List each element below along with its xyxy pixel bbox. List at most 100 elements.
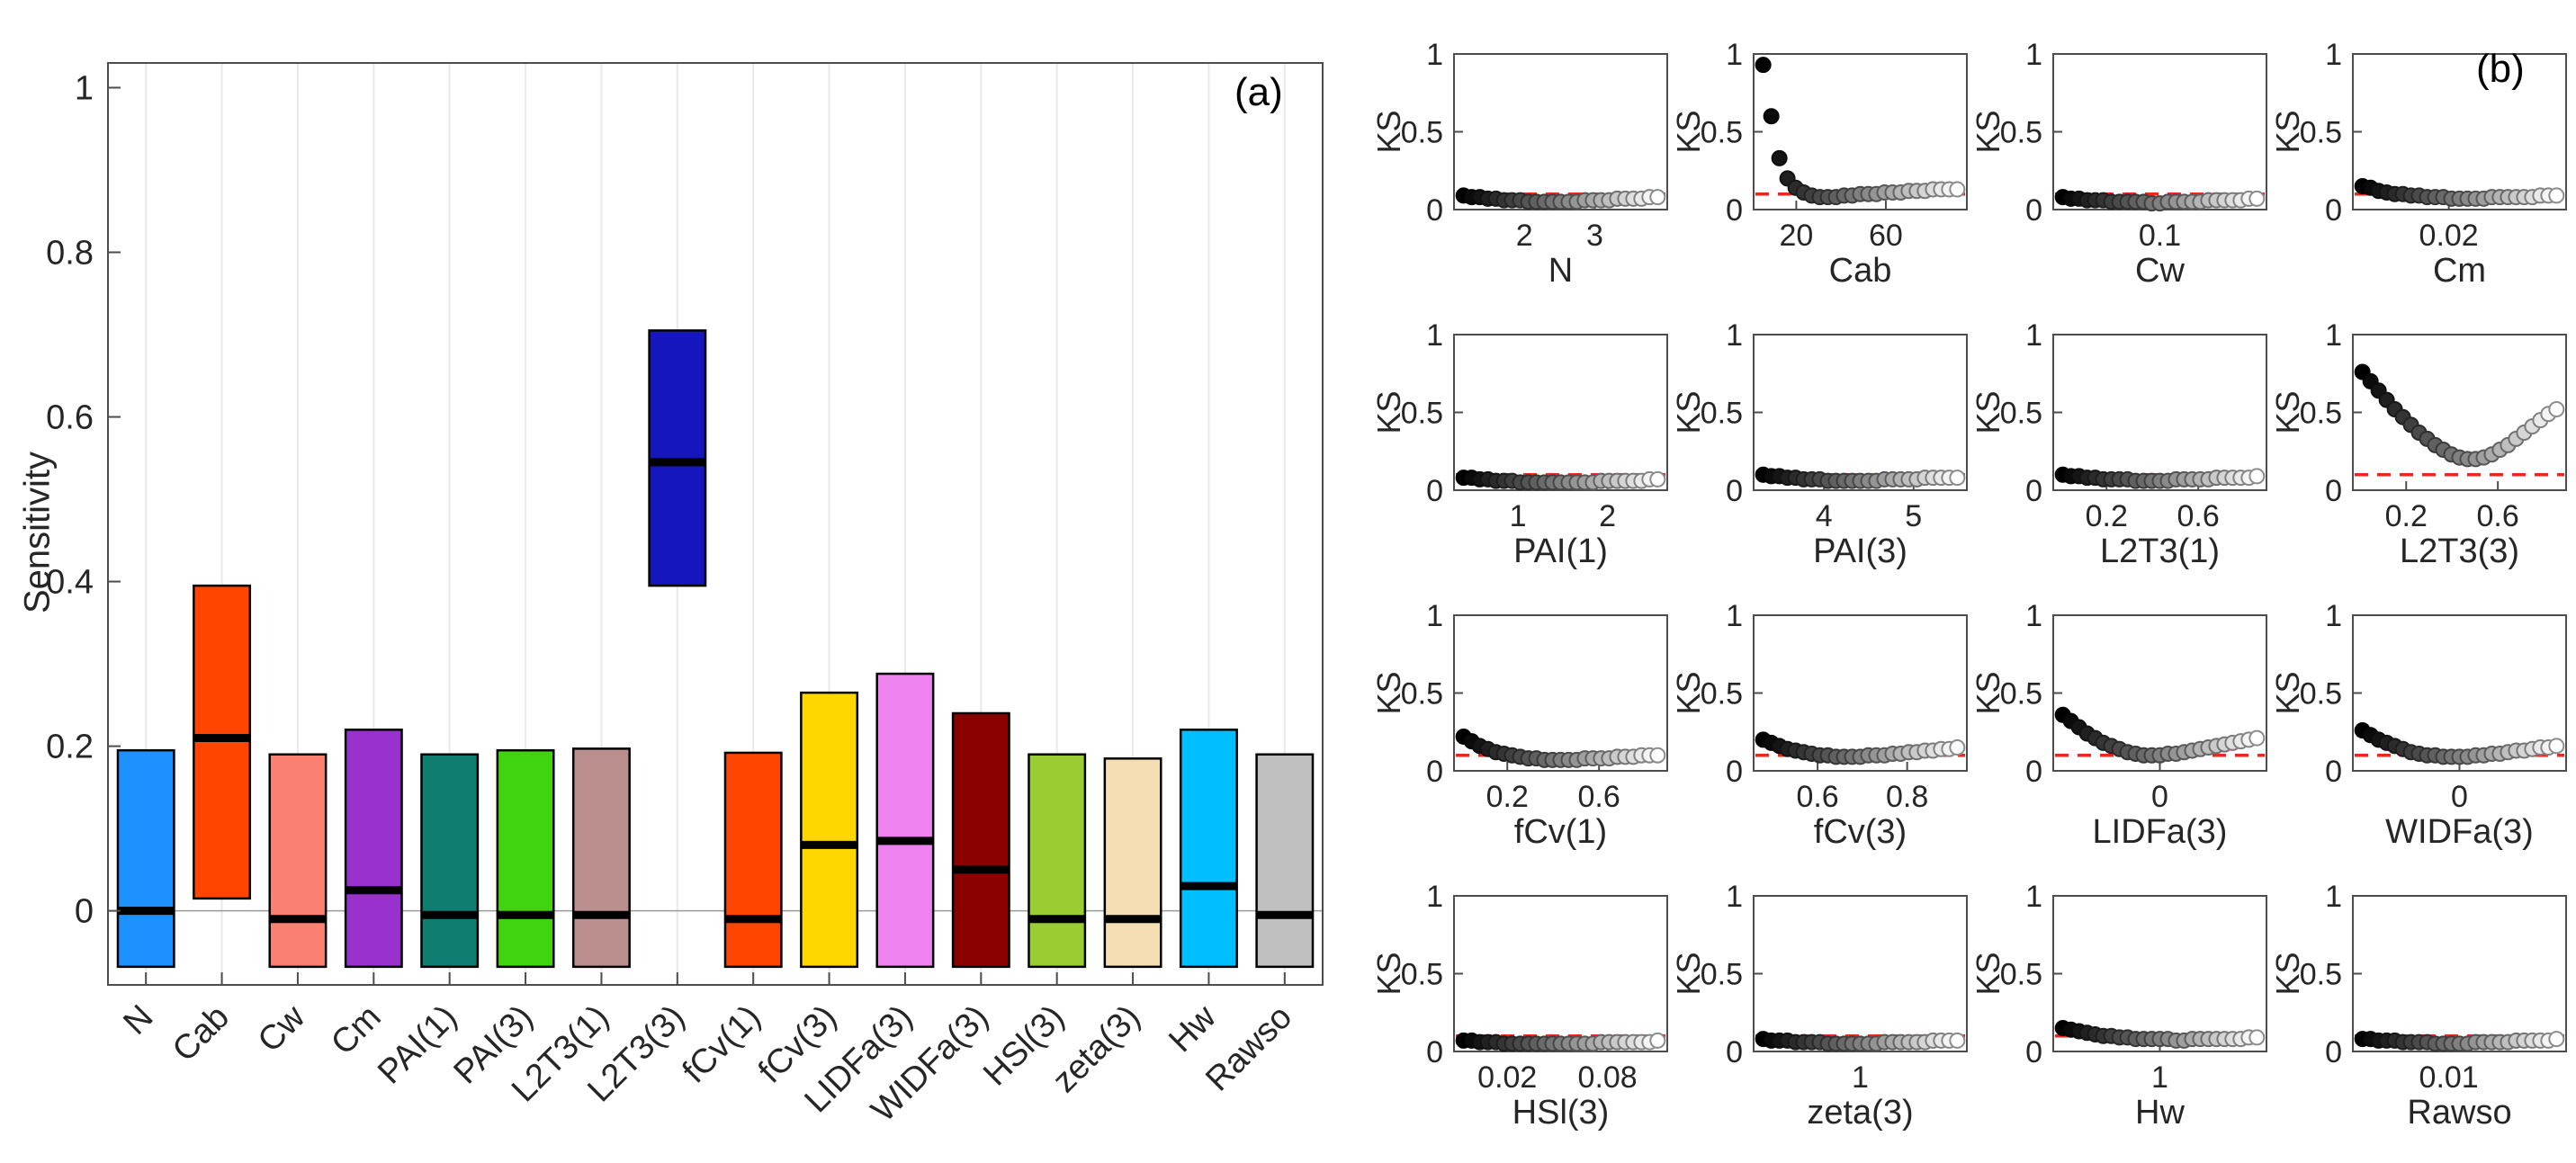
bar-fCv(1): [723, 751, 783, 969]
subplot-title: WIDFa(3): [2385, 813, 2534, 851]
ks-point: [1649, 747, 1666, 764]
y-tick-label: 1: [1726, 599, 1743, 633]
y-tick-label: 0.5: [2300, 116, 2342, 150]
ks-ylabel: KS: [1974, 110, 2006, 153]
ks-ylabel: KS: [1674, 671, 1707, 714]
ks-ylabel: KS: [1974, 390, 2006, 434]
y-tick-label: 0.5: [2000, 677, 2042, 711]
x-tick-label-Cab: Cab: [166, 998, 237, 1069]
x-tick-label-Rawso: Rawso: [1198, 998, 1299, 1099]
x-tick-label: 0.6: [2477, 499, 2519, 533]
axes-box: [2052, 53, 2267, 210]
x-tick-label: 0: [2451, 780, 2468, 814]
ks-subplot-LIDFa(3): 0 0.5 1 KS 0 LIDFa(3): [1970, 575, 2274, 855]
x-tick-label: 3: [1586, 219, 1603, 253]
y-tick-label: 1: [1426, 599, 1443, 633]
subplot-title: fCv(1): [1514, 813, 1607, 851]
x-tick-label: 2: [1516, 219, 1533, 253]
y-tick-label: 1: [2025, 38, 2042, 72]
y-tick-label: 0.5: [1401, 397, 1443, 431]
x-tick-label: 60: [1869, 219, 1903, 253]
x-tick-label-Cm: Cm: [324, 998, 388, 1062]
ks-point: [2248, 729, 2266, 747]
subplot-title: zeta(3): [1807, 1094, 1913, 1132]
ks-subplot-Cw: 0 0.5 1 KS 0.1 Cw: [1970, 13, 2274, 294]
y-tick-label: 1: [2025, 880, 2042, 914]
y-tick-label: 0: [1426, 193, 1443, 228]
y-tick-label: 0.5: [2000, 958, 2042, 992]
y-tick-label: 1: [2325, 38, 2342, 72]
x-tick-label: 1: [1852, 1060, 1869, 1095]
ks-point: [2248, 190, 2266, 207]
panel-a-label: (a): [1234, 70, 1283, 114]
x-tick-label: 0.08: [1578, 1060, 1638, 1095]
ks-point: [2548, 1031, 2565, 1048]
ks-subplot-PAI(1): 0 0.5 1 KS 1 2 PAI(1): [1370, 294, 1674, 575]
y-tick-label: 1: [1426, 38, 1443, 72]
y-tick-label: 0.4: [46, 564, 94, 602]
bar-L2T3(3): [648, 329, 707, 587]
axes-box: [1453, 53, 1668, 210]
x-tick-label: 5: [1905, 499, 1922, 533]
ks-subplot-L2T3(3): 0 0.5 1 KS 0.2 0.6 L2T3(3): [2269, 294, 2573, 575]
x-tick-label: 0.02: [1477, 1060, 1537, 1095]
subplot-title: Cw: [2135, 252, 2185, 290]
y-tick-label: 1: [2025, 318, 2042, 353]
y-tick-label: 0.5: [1401, 677, 1443, 711]
x-tick-label-N: N: [116, 998, 160, 1042]
subplot-title: N: [1548, 252, 1573, 290]
ks-point: [1649, 1032, 1666, 1049]
subplot-title: PAI(1): [1513, 532, 1608, 570]
ks-plot-N: 0 0.5 1 KS 2 3N: [1370, 38, 1668, 290]
y-tick-label: 0.5: [2000, 397, 2042, 431]
ks-subplot-Cab: 0 0.5 1 KS 20 60 Cab: [1670, 13, 1974, 294]
ks-subplot-N: 0 0.5 1 KS 2 3 N: [1370, 13, 1674, 294]
y-tick-label: 0.8: [46, 234, 94, 272]
ks-ylabel: KS: [1974, 952, 2006, 995]
x-tick-label-fCv(1): fCv(1): [676, 998, 768, 1091]
y-tick-label: 0.5: [2300, 677, 2342, 711]
y-tick-label: 0: [1726, 193, 1743, 228]
y-tick-label: 0: [1726, 474, 1743, 508]
subplot-title: PAI(3): [1813, 532, 1907, 570]
ks-ylabel: KS: [1375, 671, 1407, 714]
ks-ylabel: KS: [1674, 952, 1707, 995]
subplot-title: L2T3(3): [2400, 532, 2519, 570]
sensitivity-range-bar-chart: 00.20.40.60.81N Cab Cw CmPAI(1)PAI(3)L2T3(1…: [46, 62, 1324, 1130]
ks-point: [1755, 57, 1772, 74]
x-tick-label-Cw: Cw: [251, 997, 313, 1060]
ks-ylabel: KS: [2274, 952, 2306, 995]
x-tick-label: 0.8: [1886, 780, 1928, 814]
y-tick-label: 1: [75, 69, 94, 107]
x-tick-label: 0.01: [2419, 1060, 2479, 1095]
y-tick-label: 0: [75, 893, 94, 931]
ks-ylabel: KS: [2274, 390, 2306, 434]
subplot-title: L2T3(1): [2100, 532, 2220, 570]
ks-subplot-PAI(3): 0 0.5 1 KS 4 5 PAI(3): [1670, 294, 1974, 575]
panel-b-label: (b): [2476, 47, 2525, 91]
ks-subplot-fCv(1): 0 0.5 1 KS 0.2 0.6 fCv(1): [1370, 575, 1674, 855]
ks-ylabel: KS: [1375, 390, 1407, 434]
bar-Cab: [193, 584, 252, 900]
ks-ylabel: KS: [1375, 110, 1407, 153]
axes-box-a: [107, 62, 1324, 986]
y-tick-label: 0: [2325, 755, 2342, 789]
ks-point: [1649, 189, 1666, 206]
y-tick-label: 0.5: [1701, 397, 1743, 431]
y-tick-label: 1: [1726, 880, 1743, 914]
ks-point: [2248, 1029, 2266, 1046]
y-tick-label: 0: [2325, 1035, 2342, 1069]
bar-Cm: [344, 729, 403, 969]
ks-subplot-Cm: 0 0.5 1 KS 0.02 Cm: [2269, 13, 2573, 294]
y-tick-label: 0.5: [2300, 958, 2342, 992]
ks-point: [2548, 401, 2565, 418]
y-tick-label: 0: [1426, 1035, 1443, 1069]
subplot-title: Cm: [2433, 252, 2486, 290]
y-tick-label: 0.5: [2000, 116, 2042, 150]
